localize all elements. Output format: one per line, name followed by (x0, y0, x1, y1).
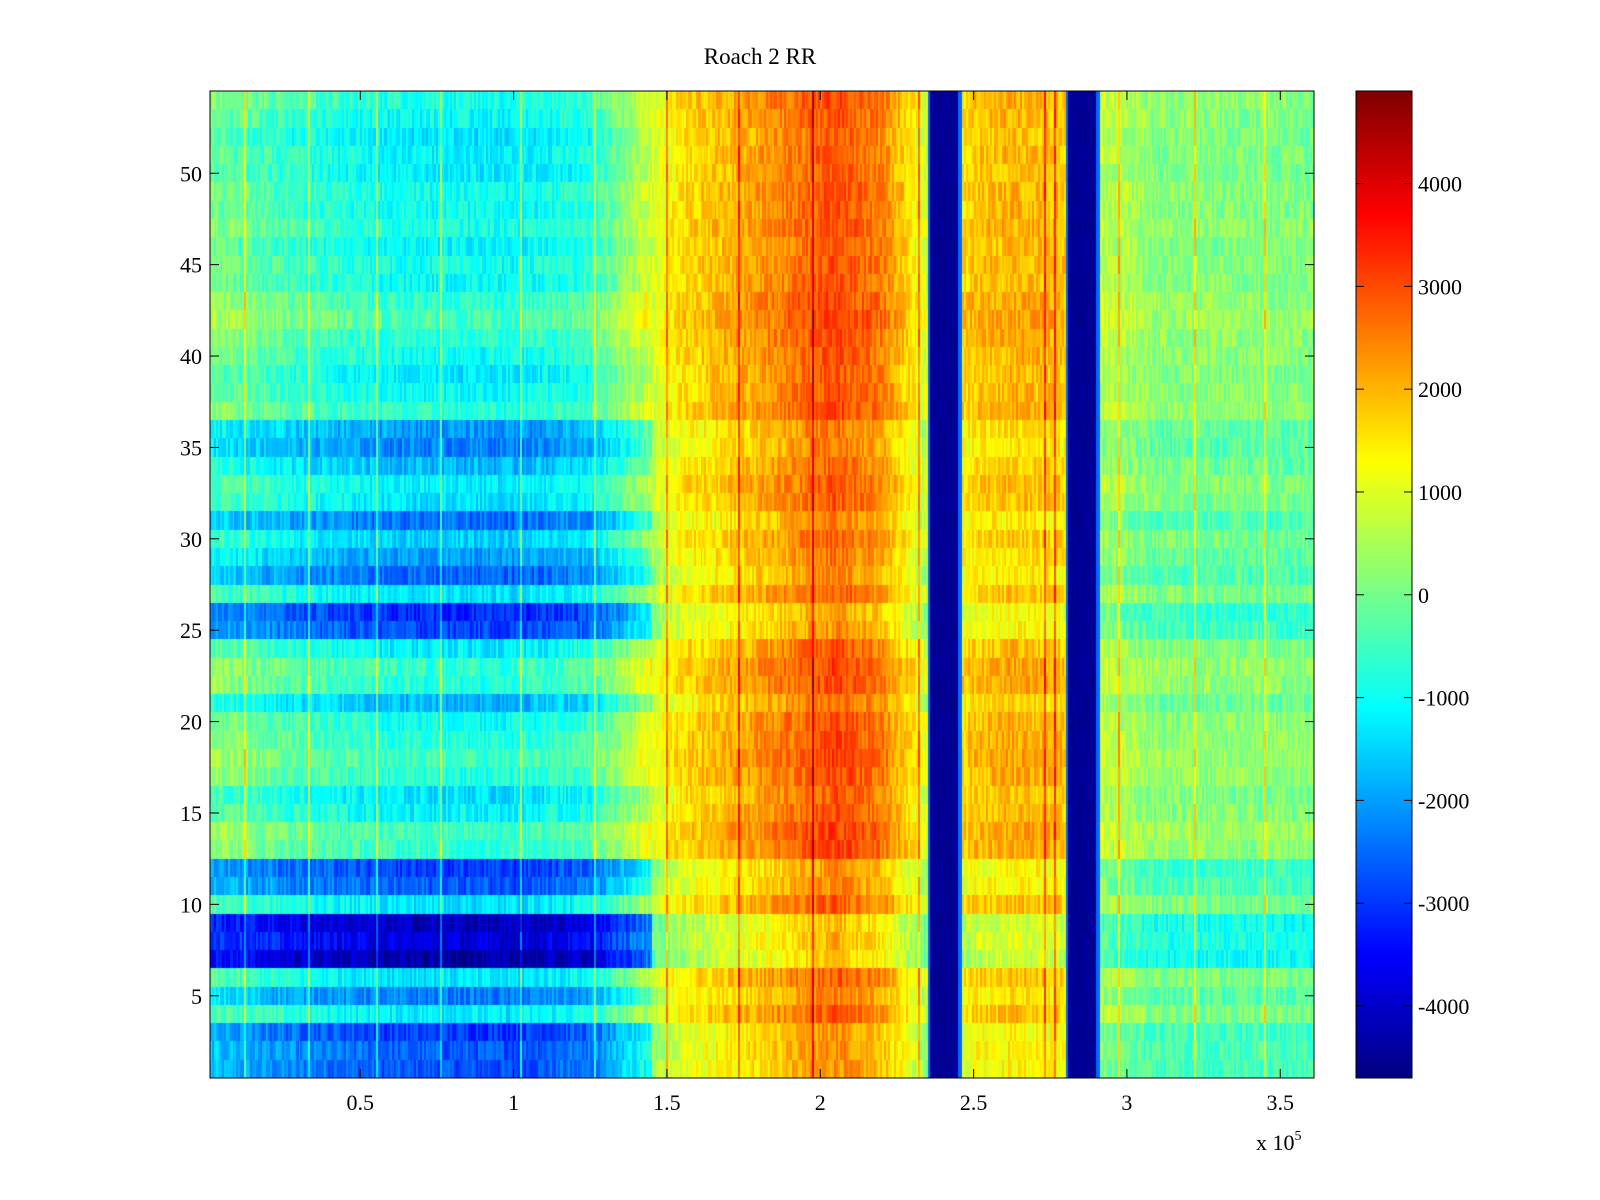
plot-title: Roach 2 RR (703, 44, 817, 69)
colorbar-frame (1355, 90, 1413, 1079)
x-scale-multiplier: x 105 (1256, 1128, 1302, 1156)
colorbar-tick-label: 2000 (1418, 377, 1462, 402)
x-tick-label: 1 (508, 1090, 519, 1115)
plot-frame (209, 90, 1315, 1079)
y-tick-label: 20 (180, 710, 202, 735)
y-tick-label: 35 (180, 435, 202, 460)
y-tick-label: 30 (180, 527, 202, 552)
y-tick-label: 45 (180, 253, 202, 278)
y-tick-label: 40 (180, 344, 202, 369)
x-tick-label: 2 (815, 1090, 826, 1115)
x-tick-label: 0.5 (347, 1090, 375, 1115)
colorbar-tick-label: 0 (1418, 583, 1429, 608)
x-scale-exponent: 5 (1294, 1128, 1302, 1144)
colorbar-tick-label: 1000 (1418, 480, 1462, 505)
colorbar-tick-label: -1000 (1418, 686, 1469, 711)
y-tick-label: 50 (180, 161, 202, 186)
y-axis: 5 10 15 20 25 30 35 40 45 50 (180, 161, 1314, 1009)
colorbar-tick-label: -3000 (1418, 891, 1469, 916)
heatmap-image (210, 91, 1314, 1078)
x-tick-label: 1.5 (653, 1090, 681, 1115)
colorbar-axis: -4000 -3000 -2000 -1000 0 1000 2000 3000 4000 (1356, 172, 1469, 1019)
x-tick-label: 3 (1121, 1090, 1132, 1115)
y-tick-label: 25 (180, 618, 202, 643)
colorbar-tick-label: -4000 (1418, 994, 1469, 1019)
colorbar-tick-label: 4000 (1418, 172, 1462, 197)
x-tick-label: 2.5 (960, 1090, 988, 1115)
colorbar-tick-label: 3000 (1418, 274, 1462, 299)
y-tick-label: 10 (180, 892, 202, 917)
y-tick-label: 15 (180, 801, 202, 826)
colorbar-gradient (1356, 91, 1412, 1078)
x-tick-label: 3.5 (1267, 1090, 1295, 1115)
y-tick-label: 5 (191, 984, 202, 1009)
colorbar-tick-label: -2000 (1418, 788, 1469, 813)
x-scale-note: x 10 (1256, 1130, 1295, 1155)
x-axis: 0.5 1 1.5 2 2.5 3 3.5 (347, 91, 1295, 1115)
